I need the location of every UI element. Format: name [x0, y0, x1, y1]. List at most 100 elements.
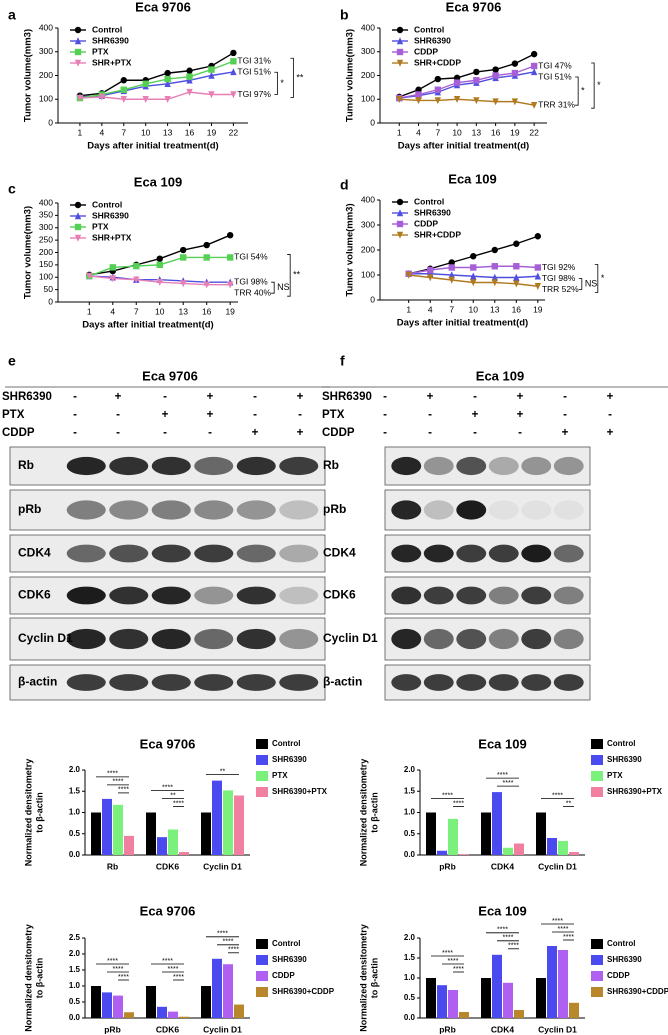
data-point: [415, 97, 422, 105]
data-point: [530, 50, 538, 58]
treatment-sign: +: [517, 409, 524, 421]
blot-band: [236, 456, 276, 476]
panel-letter: f: [340, 353, 345, 369]
blot-band: [236, 500, 276, 520]
legend-marker: [74, 223, 82, 231]
data-point: [396, 96, 403, 103]
y-tick-label: 200: [361, 244, 375, 254]
blot-band: [279, 456, 319, 476]
blot-band: [194, 586, 234, 605]
significance-bracket: [575, 76, 579, 106]
legend-label: SHR6390: [92, 210, 129, 220]
bar: [234, 1004, 244, 1018]
significance-label: ****: [223, 939, 234, 946]
treatment-label: PTX: [322, 409, 345, 421]
blot-band: [488, 586, 519, 605]
x-tick-label: 4: [110, 306, 115, 316]
annotation: TGI 47%: [538, 60, 572, 70]
y-tick-label: 100: [361, 94, 375, 104]
blot-band: [553, 456, 584, 476]
data-point: [142, 80, 149, 88]
annotation: TGI 97%: [237, 89, 271, 99]
significance-label: ****: [442, 950, 453, 957]
y-tick-label: 100: [361, 269, 375, 279]
legend-label: SHR6390+PTX: [607, 787, 663, 796]
treatment-sign: -: [208, 427, 212, 439]
data-point: [120, 96, 127, 103]
annotation: TGI 98%: [234, 276, 268, 286]
series-line: [79, 52, 234, 97]
blot-band: [151, 586, 191, 605]
protein-label: CDK4: [323, 546, 356, 560]
blot-band: [109, 674, 149, 691]
x-tick-label: 1: [397, 127, 402, 137]
significance-label: *: [280, 78, 284, 88]
panel-letter: e: [8, 353, 16, 369]
y-axis-label: to β-actin: [369, 792, 379, 833]
blot-band: [109, 456, 149, 476]
y-tick-label: 100: [39, 272, 53, 282]
blot-band: [456, 628, 487, 650]
bar: [223, 964, 233, 1018]
blot-band: [521, 586, 552, 605]
blot-band: [553, 674, 584, 691]
y-tick-label: 2.0: [69, 765, 81, 774]
legend-swatch: [591, 939, 603, 949]
x-tick-label: 7: [121, 127, 126, 137]
blot-band: [521, 674, 552, 691]
bar: [201, 812, 211, 855]
legend-label: SHR6390+CDDP: [272, 987, 335, 996]
treatment-sign: +: [297, 427, 304, 439]
annotation: TGI 51%: [237, 67, 271, 77]
data-point: [534, 233, 542, 240]
legend-swatch: [591, 755, 603, 765]
legend-marker: [396, 209, 404, 217]
bar: [514, 843, 524, 855]
bar: [547, 946, 557, 1018]
significance-label: ****: [442, 792, 453, 799]
x-tick-label: 4: [416, 127, 421, 137]
y-tick-label: 200: [39, 70, 53, 80]
treatment-sign: -: [563, 409, 567, 421]
legend-marker: [74, 48, 82, 56]
y-tick-label: 150: [39, 259, 53, 269]
bar: [113, 995, 123, 1018]
annotation: TGI 92%: [542, 262, 576, 272]
treatment-sign: +: [607, 427, 614, 439]
bar: [426, 812, 436, 855]
treatment-sign: -: [383, 409, 387, 421]
data-point: [156, 279, 163, 286]
data-point: [98, 93, 106, 101]
blot-band: [553, 628, 584, 650]
blot-band: [66, 456, 106, 476]
blot-band: [151, 456, 191, 476]
blot-band: [66, 544, 106, 563]
x-tick-label: 19: [533, 304, 543, 314]
data-point: [491, 246, 498, 254]
blot-band: [194, 500, 234, 520]
bar: [179, 1016, 189, 1018]
y-tick-label: 1.5: [69, 965, 81, 974]
legend-label: SHR6390: [92, 35, 129, 45]
legend-swatch: [256, 939, 268, 949]
data-point: [120, 86, 127, 93]
y-tick-label: 300: [39, 46, 53, 56]
y-axis-label: Tumor volume(mm3): [345, 203, 356, 296]
y-tick-label: 300: [361, 219, 375, 229]
legend-label: SHR+PTX: [92, 232, 132, 242]
blot-band: [423, 456, 454, 476]
bar: [437, 985, 447, 1018]
blot-band: [151, 500, 191, 520]
legend-label: CDDP: [607, 971, 630, 980]
bar: [113, 804, 123, 855]
y-axis-label: Normalized densitometry: [358, 759, 368, 867]
bar: [91, 812, 101, 855]
legend-marker: [396, 231, 404, 239]
legend-swatch: [256, 971, 268, 981]
annotation: TGI 54%: [234, 252, 268, 262]
significance-label: ****: [118, 974, 129, 981]
x-tick-label: Cyclin D1: [203, 1024, 242, 1034]
treatment-sign: -: [73, 409, 77, 421]
series-line: [399, 98, 535, 106]
data-point: [180, 280, 187, 288]
